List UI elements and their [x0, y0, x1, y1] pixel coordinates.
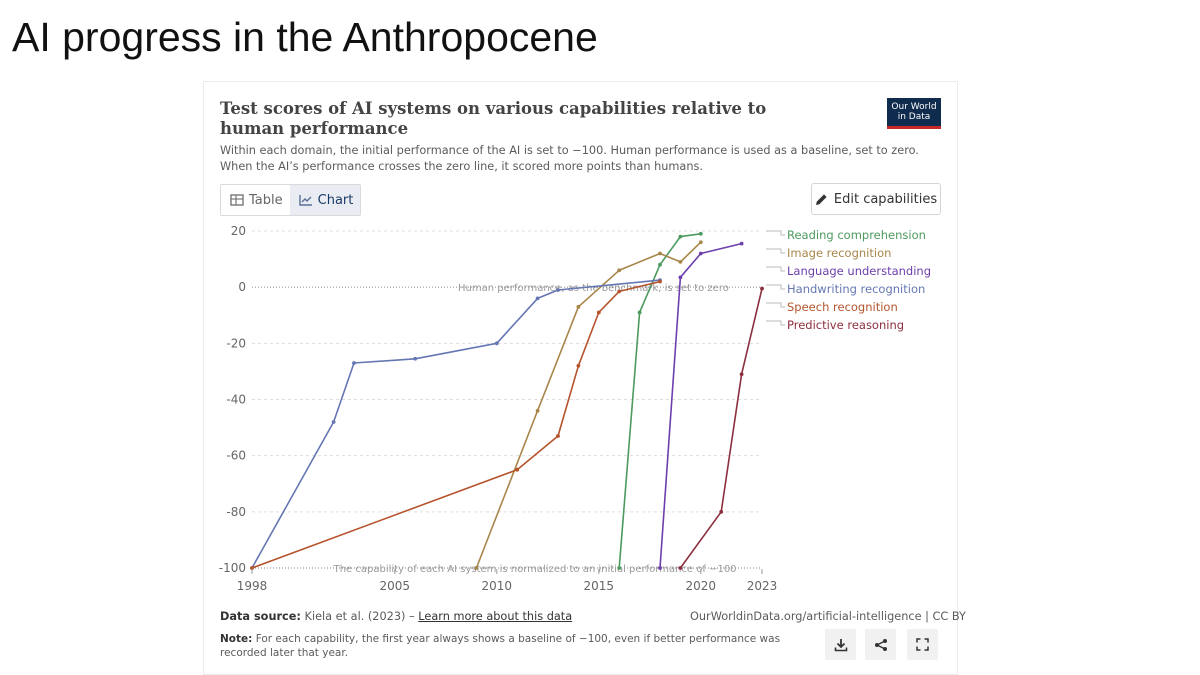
data-point-predictive-reasoning: [719, 509, 724, 514]
data-point-handwriting-recognition: [413, 356, 418, 361]
x-tick-label: 2023: [747, 579, 778, 593]
chart-note: Note: For each capability, the first yea…: [220, 632, 810, 660]
legend-item-image-recognition[interactable]: Image recognition: [787, 246, 891, 260]
tab-chart-label: Chart: [317, 192, 354, 208]
source-text: Kiela et al. (2023) –: [304, 610, 415, 623]
note-text: For each capability, the first year alwa…: [220, 633, 781, 659]
x-tick-label: 2020: [686, 579, 717, 593]
data-point-handwriting-recognition: [494, 341, 499, 346]
download-button[interactable]: [825, 629, 856, 660]
human-performance-annotation: Human performance, as the benchmark, is …: [458, 283, 729, 294]
logo-line-2: in Data: [897, 112, 931, 122]
chart-title: Test scores of AI systems on various cap…: [220, 99, 767, 138]
series-line-predictive-reasoning: [679, 288, 763, 569]
data-point-speech-recognition: [556, 434, 560, 438]
data-point-reading-comprehension: [658, 262, 662, 267]
data-point-speech-recognition: [596, 310, 601, 315]
data-source: Data source: Kiela et al. (2023) – Learn…: [220, 610, 572, 623]
owid-logo[interactable]: Our World in Data: [887, 98, 941, 129]
data-point-reading-comprehension: [678, 234, 683, 239]
legend-connector: [766, 230, 785, 236]
data-point-reading-comprehension: [698, 231, 703, 236]
source-label: Data source:: [220, 610, 301, 623]
tab-table-label: Table: [249, 192, 283, 208]
y-tick-label: 20: [231, 224, 246, 238]
chart-subtitle: Within each domain, the initial performa…: [220, 144, 919, 173]
data-point-speech-recognition: [658, 279, 662, 284]
edit-capabilities-label: Edit capabilities: [833, 191, 938, 207]
series-line-language-understanding: [659, 242, 742, 569]
x-tick-label: 1998: [237, 579, 268, 593]
data-point-speech-recognition: [515, 467, 520, 472]
data-point-predictive-reasoning: [760, 286, 764, 291]
y-tick-label: -100: [219, 561, 246, 575]
data-point-image-recognition: [576, 304, 581, 309]
data-point-language-understanding: [658, 566, 662, 570]
data-point-language-understanding: [698, 251, 703, 256]
y-tick-label: -60: [226, 449, 246, 463]
source-url[interactable]: OurWorldinData.org/artificial-intelligen…: [690, 610, 966, 623]
data-point-image-recognition: [698, 240, 703, 245]
table-icon: [230, 194, 244, 206]
y-tick-label: -40: [226, 393, 246, 407]
legend-connector: [766, 248, 785, 254]
series-line-handwriting-recognition: [251, 279, 661, 569]
fullscreen-button[interactable]: [907, 629, 938, 660]
legend-item-reading-comprehension[interactable]: Reading comprehension: [787, 228, 926, 242]
line-chart-icon: [298, 195, 312, 206]
note-label: Note:: [220, 633, 253, 645]
legend-connector: [766, 284, 785, 290]
data-point-reading-comprehension: [637, 310, 642, 315]
data-point-handwriting-recognition: [535, 296, 540, 301]
data-point-image-recognition: [617, 268, 622, 273]
y-tick-label: -20: [226, 336, 246, 350]
data-point-handwriting-recognition: [331, 420, 336, 424]
logo-line-1: Our World: [891, 101, 937, 112]
data-point-language-understanding: [739, 241, 744, 246]
y-tick-label: 0: [238, 280, 246, 294]
legend-connector: [766, 302, 785, 308]
data-point-predictive-reasoning: [739, 372, 744, 377]
view-tabs: Table Chart: [220, 184, 362, 216]
x-tick-label: 2010: [482, 579, 513, 593]
baseline-annotation: The capability of each AI system is norm…: [333, 564, 737, 575]
tab-chart[interactable]: Chart: [289, 185, 361, 215]
download-icon: [834, 638, 847, 651]
data-point-handwriting-recognition: [352, 361, 356, 365]
line-chart: Human performance, as the benchmark, is …: [219, 224, 931, 593]
data-point-image-recognition: [474, 566, 479, 570]
data-point-speech-recognition: [576, 363, 581, 368]
pencil-icon: [815, 193, 827, 205]
fullscreen-icon: [916, 638, 929, 651]
legend-item-speech-recognition[interactable]: Speech recognition: [787, 300, 898, 314]
data-point-image-recognition: [535, 408, 540, 413]
chart-card: Test scores of AI systems on various cap…: [203, 81, 966, 675]
source-link[interactable]: Learn more about this data: [418, 610, 573, 623]
data-point-speech-recognition: [250, 566, 254, 570]
series-line-speech-recognition: [251, 280, 661, 569]
data-point-speech-recognition: [617, 289, 622, 294]
legend-item-language-understanding[interactable]: Language understanding: [787, 264, 931, 278]
slide-title: AI progress in the Anthropocene: [12, 14, 598, 60]
data-point-language-understanding: [678, 275, 683, 280]
data-point-predictive-reasoning: [678, 566, 683, 570]
x-tick-label: 2015: [584, 579, 615, 593]
x-tick-label: 2005: [380, 579, 411, 593]
legend-connector: [766, 320, 785, 326]
legend-item-predictive-reasoning[interactable]: Predictive reasoning: [787, 318, 904, 332]
data-point-handwriting-recognition: [556, 288, 560, 292]
data-point-reading-comprehension: [617, 566, 622, 570]
data-point-image-recognition: [678, 259, 683, 264]
y-tick-label: -80: [226, 505, 246, 519]
edit-capabilities-button[interactable]: Edit capabilities: [811, 183, 941, 215]
data-point-image-recognition: [658, 251, 662, 256]
share-icon: [874, 638, 887, 651]
share-button[interactable]: [865, 629, 896, 660]
tab-table[interactable]: Table: [221, 185, 290, 215]
legend-item-handwriting-recognition[interactable]: Handwriting recognition: [787, 282, 925, 296]
legend-connector: [766, 266, 785, 272]
